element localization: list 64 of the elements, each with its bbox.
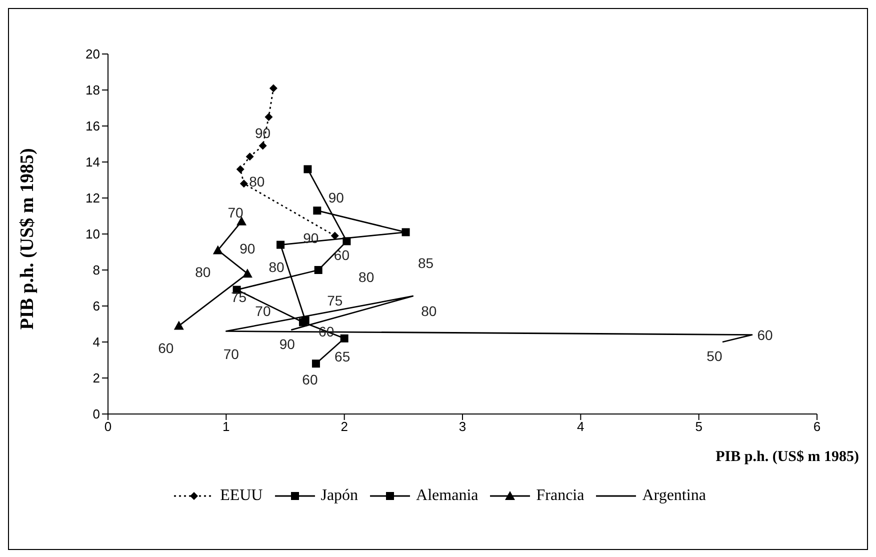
annotation: 60 [334, 247, 350, 264]
x-tick-label: 6 [813, 419, 821, 434]
point [242, 268, 252, 278]
x-tick-label: 1 [222, 419, 230, 434]
y-tick-label: 12 [86, 190, 100, 206]
annotation: 75 [231, 288, 247, 305]
point [301, 316, 310, 324]
point [314, 266, 322, 274]
annotation: 90 [240, 240, 256, 257]
point [330, 232, 339, 240]
y-tick-label: 20 [86, 46, 100, 62]
legend-label: Alemania [415, 487, 478, 505]
point [240, 180, 248, 188]
point [236, 165, 244, 174]
point [212, 245, 223, 254]
y-tick-label: 18 [86, 82, 100, 98]
x-tick-label: 4 [577, 419, 584, 434]
annotation: 50 [706, 348, 722, 364]
annotation: 80 [249, 174, 265, 190]
x-tick-label: 2 [340, 419, 348, 434]
annotation: 70 [223, 346, 240, 362]
x-tick-label: 3 [458, 419, 466, 434]
annotation: 65 [334, 348, 350, 364]
x-tick-label: 0 [104, 419, 112, 434]
annotation: 70 [228, 204, 244, 220]
point [269, 84, 278, 92]
y-tick-label: 10 [86, 226, 100, 242]
legend-label: Japón [320, 487, 358, 505]
annotation: 90 [328, 190, 344, 206]
point [304, 165, 312, 174]
y-tick-label: 8 [92, 262, 100, 278]
y-axis-title: PIB p.h. (US$ m 1985) [17, 148, 38, 330]
annotation: 60 [158, 340, 174, 356]
x-axis-title: PIB p.h. (US$ m 1985) [716, 449, 859, 466]
point [312, 360, 320, 368]
point [276, 240, 285, 249]
y-tick-label: 4 [92, 334, 100, 350]
annotation: 60 [302, 372, 318, 388]
point [340, 334, 348, 342]
annotation: 70 [255, 303, 271, 320]
legend-label: Argentina [641, 487, 706, 505]
y-tick-label: 6 [92, 298, 100, 314]
legend-label: Francia [535, 487, 584, 505]
y-tick-label: 2 [92, 370, 100, 386]
legend-label: EEUU [219, 487, 263, 505]
point [264, 113, 273, 121]
y-tick-label: 0 [92, 406, 100, 422]
annotation: 80 [421, 303, 437, 320]
annotation: 60 [757, 326, 774, 343]
annotation: 85 [418, 255, 434, 272]
point [258, 142, 267, 150]
y-tick-label: 16 [86, 118, 100, 134]
annotation: 80 [358, 269, 374, 285]
point [174, 320, 184, 330]
point [402, 228, 410, 236]
annotation: 80 [195, 264, 211, 280]
y-tick-label: 14 [86, 154, 100, 170]
annotation: 75 [327, 292, 343, 309]
annotation: 90 [255, 124, 271, 141]
point [246, 152, 254, 161]
point [313, 206, 322, 215]
annotation: 80 [268, 258, 285, 275]
x-tick-label: 5 [695, 419, 702, 434]
annotation: 90 [279, 336, 296, 352]
